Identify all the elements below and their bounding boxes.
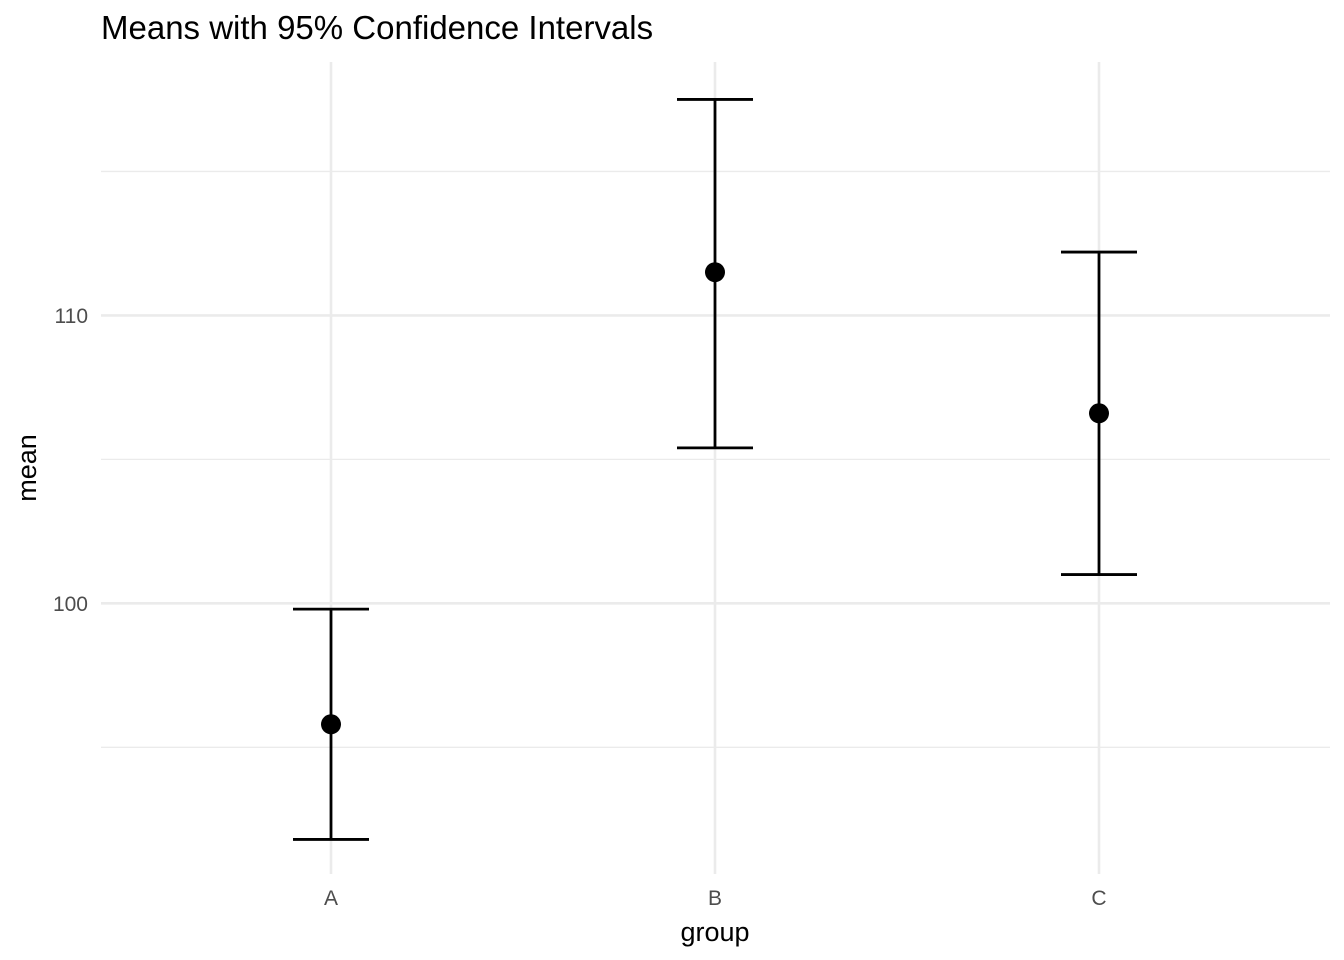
axes: 100 110 A B C	[53, 305, 1107, 910]
x-tick-label: A	[324, 887, 338, 910]
mean-point	[1089, 403, 1109, 424]
mean-point	[705, 262, 725, 283]
chart-title: Means with 95% Confidence Intervals	[101, 9, 653, 46]
y-tick-label: 100	[53, 593, 88, 616]
x-tick-label: C	[1091, 887, 1106, 910]
y-tick-label: 110	[55, 305, 88, 328]
y-axis-title: mean	[12, 434, 42, 502]
x-axis-title: group	[680, 917, 749, 947]
mean-point	[321, 714, 341, 735]
data-marks	[293, 98, 1137, 841]
x-tick-label: B	[708, 887, 722, 910]
